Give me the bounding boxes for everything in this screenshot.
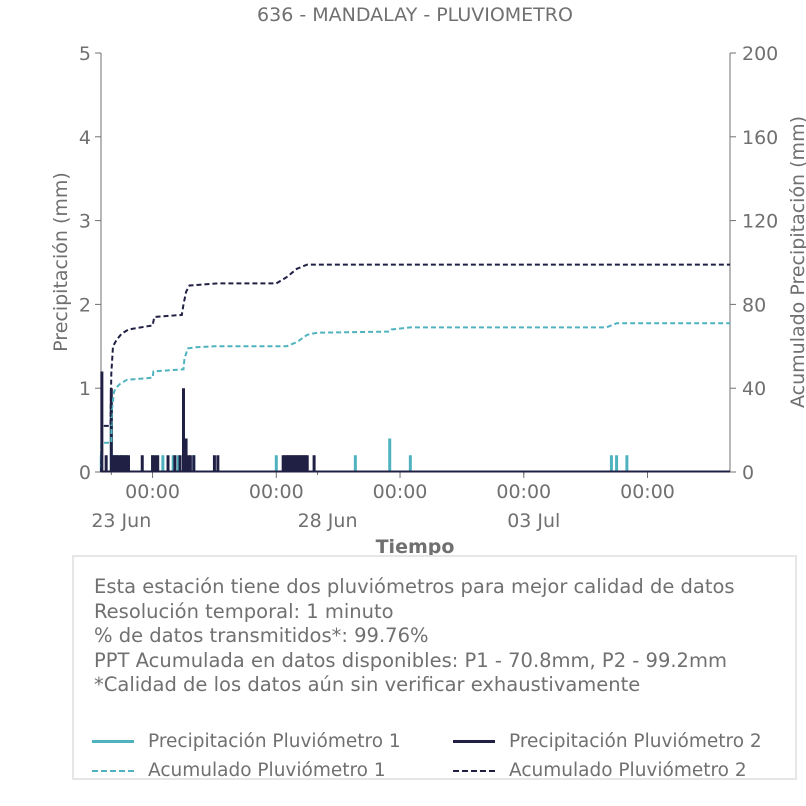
- y-right-axis-label: Acumulado Precipitación (mm): [787, 116, 806, 408]
- y-left-tick-label: 2: [79, 294, 91, 316]
- y-right-tick-label: 40: [742, 378, 766, 400]
- y-left-tick-label: 5: [79, 43, 91, 65]
- y-right-tick-label: 200: [742, 43, 778, 65]
- info-line: Esta estación tiene dos pluviómetros par…: [94, 575, 735, 598]
- x-tick-label-time: 00:00: [620, 481, 675, 503]
- x-tick-label-time: 00:00: [249, 481, 304, 503]
- x-tick-label-date: 28 Jun: [298, 510, 358, 532]
- y-right-tick-label: 0: [742, 462, 754, 484]
- legend-label: Precipitación Pluviómetro 1: [148, 731, 401, 752]
- info-line: PPT Acumulada en datos disponibles: P1 -…: [94, 648, 727, 672]
- chart-title: 636 - MANDALAY - PLUVIOMETRO: [257, 4, 573, 26]
- y-right-tick-label: 80: [742, 294, 766, 316]
- legend-item-p1-rain: Precipitación Pluviómetro 1: [92, 731, 401, 752]
- x-tick-label-time: 00:00: [125, 481, 180, 503]
- info-text: Esta estación tiene dos pluviómetros par…: [94, 575, 735, 698]
- y-left-tick-label: 3: [79, 211, 91, 233]
- info-line: % de datos transmitidos*: 99.76%: [94, 624, 429, 647]
- legend-label: Acumulado Pluviómetro 1: [148, 760, 386, 781]
- y-right-tick-label: 160: [742, 127, 778, 149]
- x-tick-label-time: 00:00: [373, 481, 428, 503]
- info-line: Resolución temporal: 1 minuto: [94, 599, 394, 623]
- x-tick-label-time: 00:00: [496, 481, 551, 503]
- info-box: Esta estación tiene dos pluviómetros par…: [72, 555, 797, 781]
- y-left-tick-label: 0: [79, 462, 91, 484]
- x-tick-label-date: 23 Jun: [91, 510, 151, 532]
- accum-line: [100, 263, 730, 473]
- legend-swatch: [92, 769, 134, 772]
- y-left-tick-label: 4: [79, 127, 91, 149]
- legend-swatch: [453, 769, 495, 772]
- legend-item-p1-accum: Acumulado Pluviómetro 1: [92, 760, 386, 781]
- legend-swatch: [453, 740, 495, 743]
- x-tick-label-date: 03 Jul: [507, 510, 560, 532]
- legend-item-p2-rain: Precipitación Pluviómetro 2: [453, 731, 762, 752]
- rain-chart: 636 - MANDALAY - PLUVIOMETRO 0 1 2 3 4 5 0 40 80…: [50, 4, 806, 558]
- y-right-tick-label: 120: [742, 211, 778, 233]
- legend-swatch: [92, 740, 134, 743]
- plot-area: 0 1 2 3 4 5 0 40 80 120 160 200 00:00 00:00 00:00 00:00…: [79, 43, 778, 532]
- y-left-tick-label: 1: [79, 378, 91, 400]
- accum-line: [100, 322, 730, 473]
- legend-item-p2-accum: Acumulado Pluviómetro 2: [453, 760, 747, 781]
- y-left-axis-label: Precipitación (mm): [50, 172, 72, 352]
- info-line: *Calidad de los datos aún sin verificar …: [94, 673, 641, 696]
- x-axis-label: Tiempo: [376, 536, 455, 558]
- legend-label: Precipitación Pluviómetro 2: [509, 731, 762, 752]
- legend-label: Acumulado Pluviómetro 2: [509, 760, 747, 781]
